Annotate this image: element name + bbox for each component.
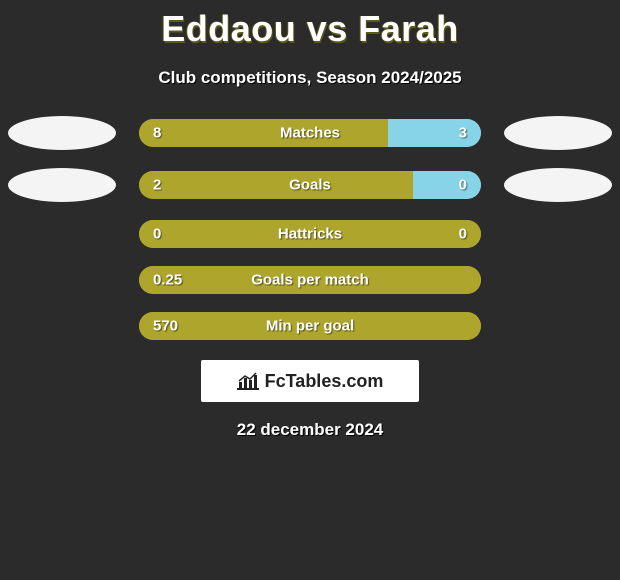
subtitle: Club competitions, Season 2024/2025 [0, 68, 620, 88]
stats-container: 8 3 Matches 2 0 Goals 0 0 Hattricks 0.25 Goals per… [0, 116, 620, 340]
stat-label: Matches [280, 125, 340, 142]
branding-badge: FcTables.com [201, 360, 419, 402]
stat-bar-left-segment [139, 119, 388, 147]
stat-right-value: 0 [459, 177, 467, 194]
stat-bar: 0 0 Hattricks [139, 220, 481, 248]
stat-bar: 2 0 Goals [139, 171, 481, 199]
stat-bar-right-segment [413, 171, 481, 199]
stat-left-value: 2 [153, 177, 161, 194]
stat-row: 8 3 Matches [0, 116, 620, 150]
stat-bar-left-segment [139, 171, 413, 199]
stat-bar: 8 3 Matches [139, 119, 481, 147]
stat-label: Goals [289, 177, 331, 194]
stat-row: 0.25 Goals per match [0, 266, 620, 294]
stat-left-value: 0 [153, 226, 161, 243]
stat-right-value: 0 [459, 226, 467, 243]
player-right-oval [504, 168, 612, 202]
stat-row: 2 0 Goals [0, 168, 620, 202]
stat-row: 0 0 Hattricks [0, 220, 620, 248]
stat-label: Min per goal [266, 318, 354, 335]
stat-bar: 0.25 Goals per match [139, 266, 481, 294]
player-left-oval [8, 116, 116, 150]
stat-left-value: 8 [153, 125, 161, 142]
stat-left-value: 570 [153, 318, 178, 335]
stat-right-value: 3 [459, 125, 467, 142]
page-title: Eddaou vs Farah [0, 0, 620, 50]
stat-bar: 570 Min per goal [139, 312, 481, 340]
stat-left-value: 0.25 [153, 272, 182, 289]
stat-label: Goals per match [251, 272, 369, 289]
chart-icon [237, 372, 259, 390]
player-left-oval [8, 168, 116, 202]
branding-text: FcTables.com [265, 371, 384, 392]
date-text: 22 december 2024 [0, 420, 620, 440]
player-right-oval [504, 116, 612, 150]
stat-row: 570 Min per goal [0, 312, 620, 340]
stat-label: Hattricks [278, 226, 342, 243]
